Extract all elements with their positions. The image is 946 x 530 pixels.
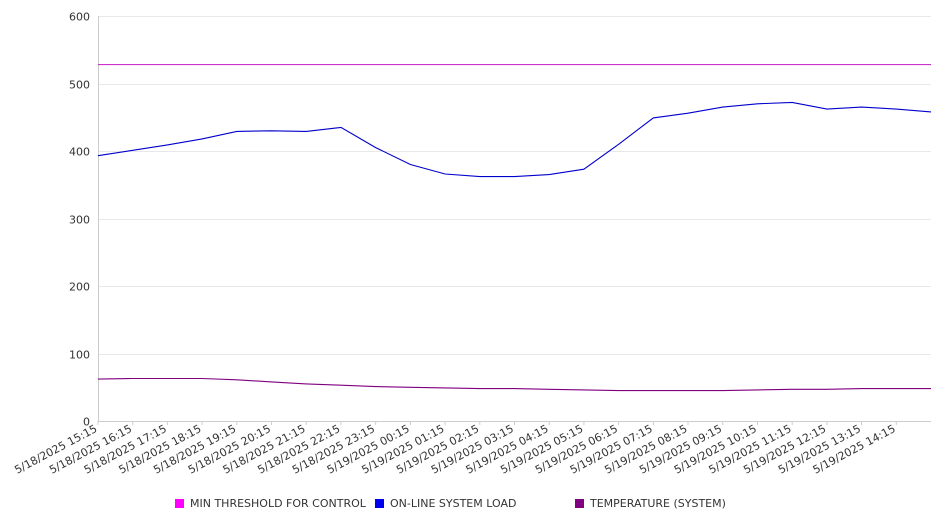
y-tick-label: 400 <box>69 146 90 159</box>
y-tick-label: 300 <box>69 214 90 227</box>
legend-swatch-min-threshold <box>175 499 184 508</box>
legend-label-temperature: TEMPERATURE (SYSTEM) <box>590 497 726 510</box>
y-tick-label: 200 <box>69 281 90 294</box>
y-tick-label: 100 <box>69 349 90 362</box>
y-tick-label: 500 <box>69 79 90 92</box>
axes <box>97 16 931 425</box>
legend-item-min-threshold[interactable]: MIN THRESHOLD FOR CONTROL <box>175 497 366 510</box>
legend-item-temperature[interactable]: TEMPERATURE (SYSTEM) <box>575 497 726 510</box>
legend-label-system-load: ON-LINE SYSTEM LOAD <box>390 497 517 510</box>
series-line-temperature <box>97 377 931 392</box>
x-tick-labels: 5/18/2025 15:155/18/2025 16:155/18/2025 … <box>12 422 897 476</box>
y-tick-label: 600 <box>69 11 90 24</box>
legend-swatch-temperature <box>575 499 584 508</box>
y-tick-labels: 0 100 200 300 400 500 600 <box>69 11 90 429</box>
legend-label-min-threshold: MIN THRESHOLD FOR CONTROL <box>190 497 366 510</box>
y-tick-label: 0 <box>83 416 90 429</box>
legend-swatch-system-load <box>375 499 384 508</box>
series-line-system-load <box>97 101 932 178</box>
grid-lines <box>98 16 931 355</box>
legend: MIN THRESHOLD FOR CONTROL ON-LINE SYSTEM… <box>0 497 946 515</box>
legend-item-system-load[interactable]: ON-LINE SYSTEM LOAD <box>375 497 516 510</box>
series-lines <box>97 64 932 392</box>
